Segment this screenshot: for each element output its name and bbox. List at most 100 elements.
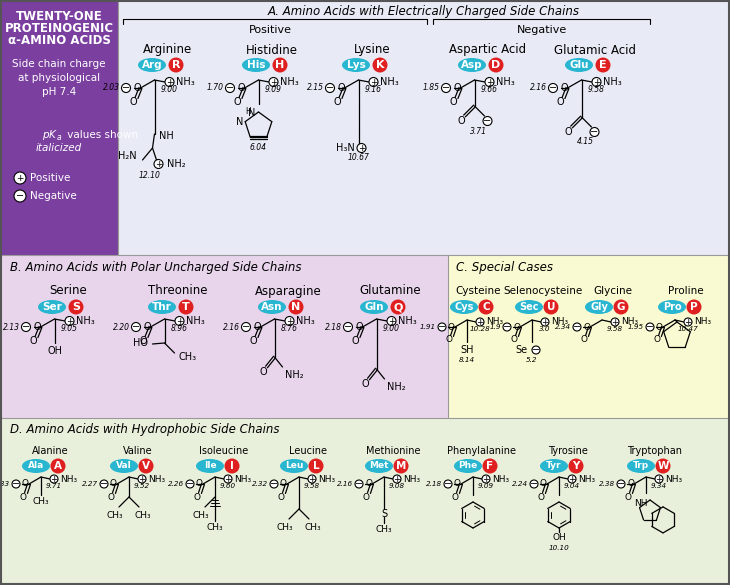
Text: 2.34: 2.34 — [555, 324, 571, 330]
Text: α-AMINO ACIDS: α-AMINO ACIDS — [7, 33, 110, 46]
Circle shape — [288, 300, 304, 315]
Text: +: + — [224, 475, 231, 484]
Circle shape — [14, 172, 26, 184]
Ellipse shape — [360, 300, 388, 314]
Text: CH₃: CH₃ — [277, 522, 293, 532]
Text: NH₃: NH₃ — [621, 318, 638, 326]
Ellipse shape — [627, 459, 655, 473]
Text: Valine: Valine — [123, 446, 153, 456]
Text: NH: NH — [158, 131, 173, 141]
Circle shape — [569, 459, 583, 473]
Circle shape — [684, 318, 692, 326]
Text: O: O — [110, 480, 117, 488]
Text: F: F — [486, 461, 493, 471]
Text: NH₃: NH₃ — [578, 474, 595, 483]
Text: +: + — [568, 475, 576, 484]
Text: A. Amino Acids with Electrically Charged Side Chains: A. Amino Acids with Electrically Charged… — [268, 5, 580, 19]
Text: 9.66: 9.66 — [481, 85, 498, 94]
Text: O: O — [448, 322, 455, 332]
Text: 8.76: 8.76 — [281, 324, 298, 333]
Text: CH₃: CH₃ — [207, 522, 223, 532]
Text: 2.15: 2.15 — [307, 84, 323, 92]
Text: +: + — [684, 318, 692, 327]
Circle shape — [308, 475, 316, 483]
Text: K: K — [49, 130, 55, 140]
Text: −: − — [444, 479, 452, 489]
Text: E: E — [599, 60, 607, 70]
Text: N: N — [291, 302, 301, 312]
Text: Negative: Negative — [516, 25, 566, 35]
Text: L: L — [312, 461, 319, 471]
Circle shape — [169, 57, 183, 73]
Text: O: O — [653, 336, 661, 345]
Circle shape — [357, 143, 366, 153]
Text: Q: Q — [393, 302, 403, 312]
Text: Phenylalanine: Phenylalanine — [447, 446, 517, 456]
Text: U: U — [547, 302, 556, 312]
Bar — [118, 0, 730, 255]
Text: +: + — [485, 78, 493, 87]
Text: O: O — [234, 97, 242, 107]
Text: O: O — [510, 336, 518, 345]
Text: Lys: Lys — [347, 60, 366, 70]
Text: Cys: Cys — [454, 302, 474, 312]
Text: O: O — [561, 83, 568, 93]
Text: −: − — [530, 479, 538, 489]
Text: +: + — [656, 475, 663, 484]
Text: 12.10: 12.10 — [139, 171, 161, 181]
Text: NH₃: NH₃ — [492, 474, 509, 483]
Circle shape — [50, 475, 58, 483]
Text: O: O — [540, 480, 547, 488]
Text: 9.60: 9.60 — [220, 483, 236, 489]
Text: His: His — [247, 60, 265, 70]
Circle shape — [165, 77, 174, 87]
Text: Threonine: Threonine — [148, 284, 208, 298]
Text: O: O — [20, 493, 26, 501]
Text: 9.09: 9.09 — [265, 85, 282, 94]
Circle shape — [393, 459, 409, 473]
Circle shape — [568, 475, 576, 483]
Text: −: − — [326, 83, 334, 93]
Text: 9.00: 9.00 — [383, 324, 400, 333]
Text: 2.32: 2.32 — [252, 481, 268, 487]
Text: 10.28: 10.28 — [469, 326, 491, 332]
Circle shape — [285, 316, 294, 325]
Text: +: + — [155, 160, 162, 169]
Text: 2.18: 2.18 — [325, 322, 342, 332]
Text: O: O — [139, 336, 147, 346]
Circle shape — [269, 77, 278, 87]
Text: 2.03: 2.03 — [102, 84, 120, 92]
Bar — [448, 255, 730, 418]
Text: 9.08: 9.08 — [389, 483, 405, 489]
Circle shape — [154, 160, 163, 168]
Text: O: O — [361, 379, 369, 389]
Text: O: O — [260, 367, 267, 377]
Text: N: N — [236, 116, 243, 127]
Ellipse shape — [148, 300, 176, 314]
Ellipse shape — [22, 459, 50, 473]
Text: −: − — [186, 479, 194, 489]
Text: D. Amino Acids with Hydrophobic Side Chains: D. Amino Acids with Hydrophobic Side Cha… — [10, 424, 280, 436]
Text: Ser: Ser — [42, 302, 62, 312]
Text: +: + — [166, 78, 173, 87]
Text: +: + — [593, 78, 600, 87]
Circle shape — [503, 323, 511, 331]
Text: O: O — [30, 336, 37, 346]
Text: 9.05: 9.05 — [61, 324, 78, 333]
Circle shape — [611, 318, 619, 326]
Circle shape — [530, 480, 538, 488]
Text: O: O — [356, 322, 363, 332]
Text: C. Special Cases: C. Special Cases — [456, 260, 553, 274]
Ellipse shape — [450, 300, 478, 314]
Circle shape — [478, 300, 493, 315]
Text: CH₃: CH₃ — [179, 352, 196, 362]
Text: 10.10: 10.10 — [549, 545, 569, 551]
Circle shape — [50, 459, 66, 473]
Ellipse shape — [242, 58, 270, 72]
Text: −: − — [438, 322, 446, 332]
Circle shape — [442, 84, 450, 92]
Circle shape — [242, 322, 250, 332]
Text: Glutamine: Glutamine — [359, 284, 420, 298]
Text: CH₃: CH₃ — [135, 511, 151, 519]
Text: I: I — [230, 461, 234, 471]
